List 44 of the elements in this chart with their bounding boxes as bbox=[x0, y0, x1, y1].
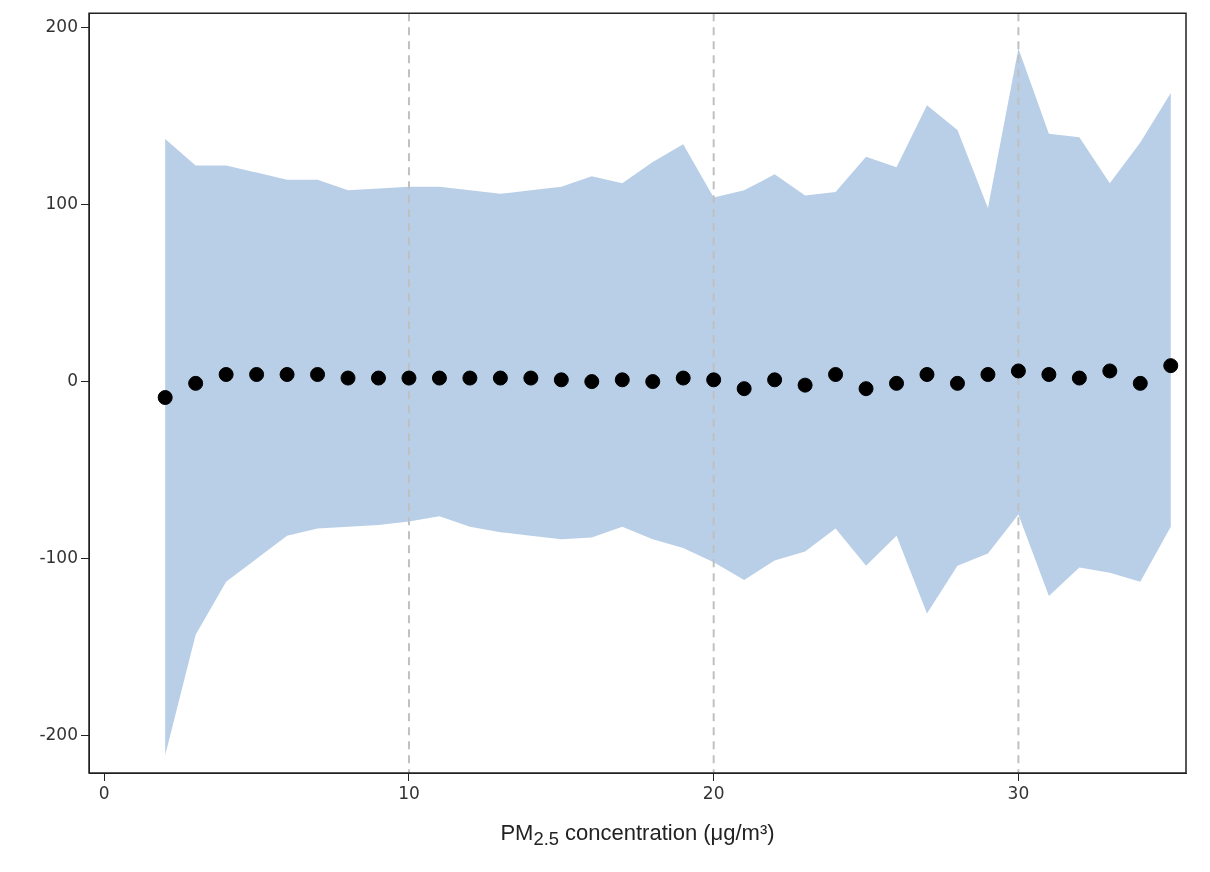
point bbox=[462, 370, 478, 386]
x-tick-label: 30 bbox=[1007, 782, 1030, 803]
y-tick-label: -100 bbox=[39, 547, 78, 568]
point bbox=[218, 367, 234, 382]
point bbox=[949, 375, 965, 391]
point bbox=[249, 367, 265, 382]
point bbox=[1132, 375, 1148, 391]
x-tick-label: 10 bbox=[398, 782, 420, 803]
y-tick-label: -200 bbox=[39, 724, 78, 745]
point bbox=[340, 370, 356, 386]
point bbox=[1163, 358, 1179, 374]
y-tick-label: 100 bbox=[45, 192, 78, 213]
point bbox=[736, 381, 752, 397]
point bbox=[614, 372, 630, 388]
point bbox=[1102, 363, 1118, 379]
point bbox=[1041, 367, 1057, 382]
point bbox=[645, 374, 661, 390]
point bbox=[675, 370, 691, 386]
point bbox=[553, 372, 569, 388]
point bbox=[157, 390, 173, 406]
point bbox=[828, 367, 844, 382]
x-tick-label: 20 bbox=[702, 782, 725, 803]
x-tick-label: 0 bbox=[98, 782, 110, 803]
point bbox=[858, 381, 874, 397]
point bbox=[523, 370, 539, 386]
point bbox=[797, 377, 813, 393]
point bbox=[889, 375, 905, 391]
point bbox=[584, 374, 600, 390]
point bbox=[401, 370, 417, 386]
point bbox=[188, 375, 204, 391]
point bbox=[1071, 370, 1087, 386]
y-tick-label: 200 bbox=[45, 15, 78, 36]
point bbox=[310, 367, 326, 382]
x-axis-title: PM$_{2.5}$ concentration (μg/m³) bbox=[499, 820, 776, 851]
point bbox=[431, 370, 447, 386]
point bbox=[767, 372, 783, 388]
y-tick-label: 0 bbox=[67, 370, 78, 391]
point bbox=[279, 367, 295, 382]
point bbox=[706, 372, 722, 388]
point bbox=[1010, 363, 1026, 379]
point bbox=[919, 367, 935, 382]
point bbox=[492, 370, 508, 386]
point bbox=[370, 370, 386, 386]
point bbox=[980, 367, 996, 382]
